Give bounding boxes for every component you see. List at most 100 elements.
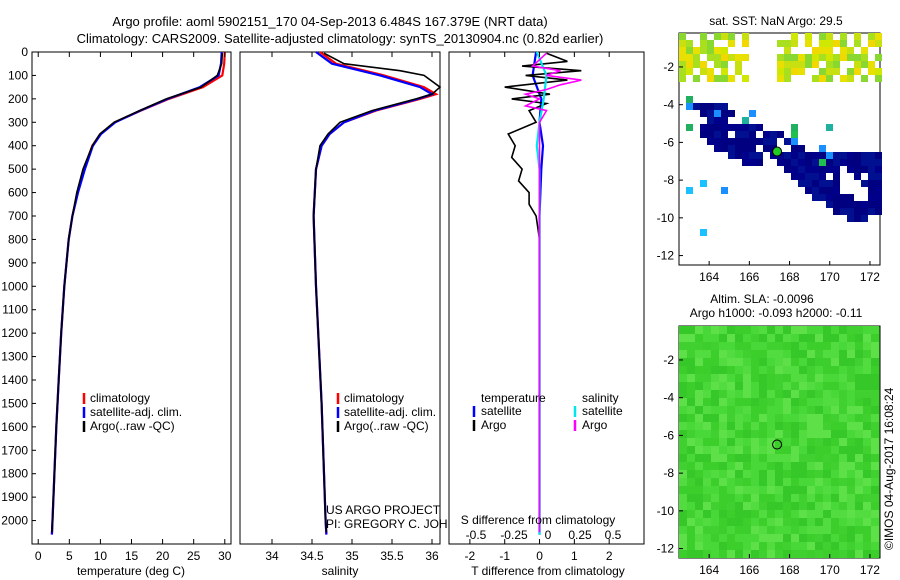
sla-cell	[735, 550, 743, 558]
sst-cell	[784, 40, 791, 47]
sla-cell	[735, 382, 743, 390]
sla-cell	[767, 326, 775, 334]
sla-cell	[687, 438, 695, 446]
x-tick-label: 5	[66, 549, 73, 563]
sla-map-ticks: 164 166 168 170 172 -2 -4 -6 -8 -10 -12	[657, 353, 881, 577]
sla-cell	[767, 438, 775, 446]
sst-cell	[875, 159, 882, 166]
sst-cell	[798, 152, 805, 159]
sla-cell	[847, 406, 855, 414]
legend-label-t-argo: Argo	[481, 418, 507, 432]
sst-cell	[833, 61, 840, 68]
sla-cell	[759, 374, 767, 382]
sst-cell	[854, 208, 861, 215]
sla-cell	[751, 398, 759, 406]
sla-cell	[863, 326, 871, 334]
sla-cell	[711, 542, 719, 550]
sla-cell	[863, 390, 871, 398]
sla-cell	[807, 342, 815, 350]
sla-map-cells	[679, 326, 879, 558]
sla-cell	[855, 350, 863, 358]
sla-cell	[815, 526, 823, 534]
sla-cell	[831, 534, 839, 542]
sla-cell	[711, 342, 719, 350]
sla-cell	[831, 454, 839, 462]
sla-cell	[743, 502, 751, 510]
sla-cell	[735, 390, 743, 398]
sst-cell	[875, 40, 882, 47]
sst-cell	[700, 40, 707, 47]
sla-cell	[687, 430, 695, 438]
sla-cell	[759, 334, 767, 342]
sst-cell	[819, 180, 826, 187]
sla-cell	[751, 406, 759, 414]
sla-cell	[679, 406, 687, 414]
sla-cell	[831, 446, 839, 454]
sla-cell	[767, 422, 775, 430]
sla-cell	[751, 542, 759, 550]
sla-cell	[871, 478, 879, 486]
sla-cell	[815, 534, 823, 542]
sst-cell	[735, 131, 742, 138]
sla-cell	[719, 494, 727, 502]
sla-cell	[735, 486, 743, 494]
x-tick-label: 0	[35, 549, 42, 563]
sla-cell	[703, 526, 711, 534]
map-y-tick-label: -12	[657, 249, 675, 263]
legend-label-climatology: climatology	[90, 391, 150, 405]
sla-cell	[799, 374, 807, 382]
sla-cell	[711, 430, 719, 438]
sla-cell	[775, 486, 783, 494]
sst-map-title: sat. SST: NaN Argo: 29.5	[709, 14, 843, 28]
sla-cell	[695, 542, 703, 550]
sst-cell	[826, 75, 833, 82]
sst-cell	[854, 33, 861, 40]
sst-cell	[868, 166, 875, 173]
sla-cell	[711, 390, 719, 398]
sla-cell	[679, 494, 687, 502]
sst-cell	[742, 33, 749, 40]
sla-cell	[751, 414, 759, 422]
sla-cell	[719, 510, 727, 518]
sla-cell	[863, 510, 871, 518]
sla-cell	[831, 542, 839, 550]
y-tick-label: 1200	[1, 326, 28, 340]
sst-cell	[784, 75, 791, 82]
sla-cell	[783, 406, 791, 414]
sla-cell	[703, 382, 711, 390]
sst-cell	[679, 33, 686, 40]
sla-cell	[831, 470, 839, 478]
sla-cell	[807, 366, 815, 374]
sla-cell	[759, 550, 767, 558]
sla-cell	[711, 502, 719, 510]
temperature-ticks: 0 5 10 15 20 25 30	[35, 52, 232, 563]
y-tick-label: 1400	[1, 373, 28, 387]
sla-cell	[719, 446, 727, 454]
sst-cell	[749, 152, 756, 159]
sla-cell	[871, 454, 879, 462]
x-tick-label: 34	[265, 549, 279, 563]
sla-cell	[839, 502, 847, 510]
sst-cell	[819, 33, 826, 40]
sla-cell	[711, 446, 719, 454]
sla-cell	[711, 326, 719, 334]
sla-cell	[839, 390, 847, 398]
sla-cell	[815, 542, 823, 550]
sla-cell	[831, 334, 839, 342]
sla-cell	[687, 454, 695, 462]
sla-cell	[735, 326, 743, 334]
sla-cell	[863, 534, 871, 542]
sla-cell	[871, 550, 879, 558]
sst-cell	[679, 75, 686, 82]
sla-cell	[727, 350, 735, 358]
depth-ticks: 0 100 200 300 400 500 600 700 800 900 1000 1100 1200…	[1, 45, 36, 528]
temperature-panel: 0100200300400500600700800900100011001200…	[1, 45, 231, 578]
sla-cell	[799, 326, 807, 334]
sla-cell	[727, 526, 735, 534]
sst-cell	[826, 187, 833, 194]
sla-cell	[839, 550, 847, 558]
sla-cell	[863, 438, 871, 446]
sst-cell	[721, 131, 728, 138]
sla-cell	[823, 358, 831, 366]
sst-cell	[679, 40, 686, 47]
